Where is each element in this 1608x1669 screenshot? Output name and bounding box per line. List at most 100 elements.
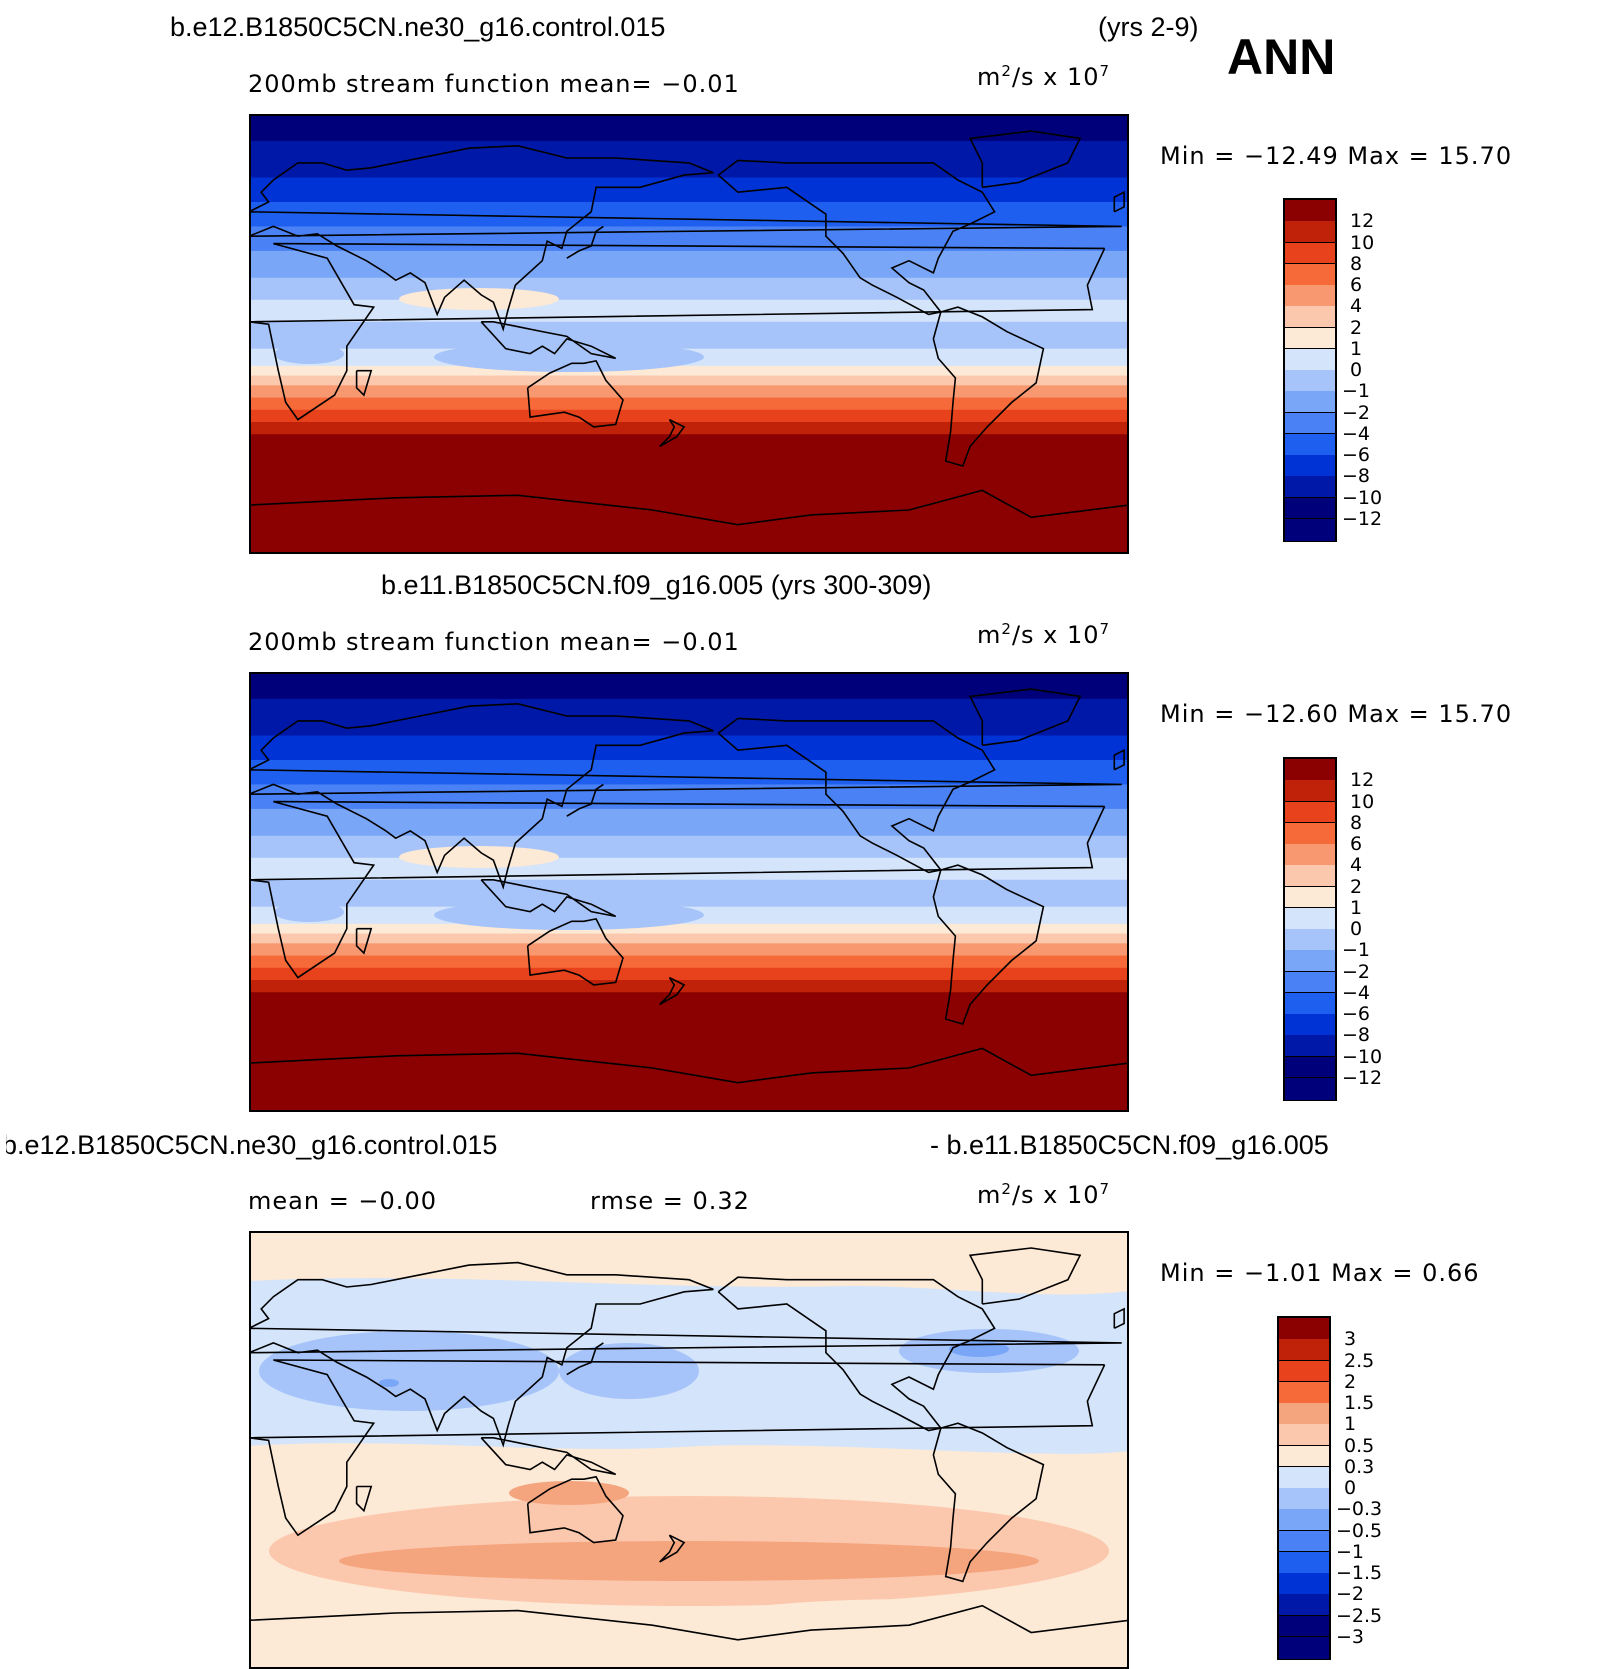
colorbar-cell: [1285, 780, 1335, 802]
colorbar-tick-label: 3: [1344, 1328, 1357, 1351]
colorbar-cell: [1285, 348, 1335, 371]
indonesia-coast: [480, 879, 617, 918]
colorbar-cell: [1285, 1056, 1335, 1079]
diff-minmax: Min = −1.01 Max = 0.66: [1160, 1259, 1480, 1287]
colorbar-cell: [1285, 497, 1335, 520]
field-band: [249, 140, 1129, 179]
colorbar-tick-label: 10: [1350, 790, 1375, 813]
colorbar-tick-label: 8: [1350, 811, 1363, 834]
panel-b-minmax: Min = −12.60 Max = 15.70: [1160, 700, 1513, 728]
colorbar-tick-label: 12: [1350, 210, 1375, 233]
panel-a-minmax: Min = −12.49 Max = 15.70: [1160, 142, 1513, 170]
colorbar-tick-label: −1: [1342, 939, 1371, 962]
colorbar-tick-label: 8: [1350, 252, 1363, 275]
field-band: [249, 992, 1129, 1112]
field-band: [249, 422, 1129, 435]
africa-coast: [249, 242, 1106, 421]
colorbar-tick-label: 0.3: [1344, 1455, 1375, 1478]
field-band: [249, 177, 1129, 203]
field-bands: [249, 114, 1129, 554]
colorbar-tick-label: 2: [1344, 1370, 1357, 1393]
australia-coast: [526, 359, 624, 428]
colorbar-cell: [1285, 950, 1335, 972]
colorbar-box: [1277, 1316, 1331, 1660]
colorbar-tick-label: 0: [1344, 1477, 1357, 1499]
colorbar-cell: [1285, 886, 1335, 909]
indonesia-coast: [480, 1437, 617, 1476]
map-frame: [249, 672, 1129, 1112]
colorbar-cell: [1285, 433, 1335, 456]
panel-a-variable-label: 200mb stream function mean= −0.01: [248, 70, 740, 98]
colorbar-cell: [1285, 992, 1335, 1015]
australia-coast: [526, 917, 624, 986]
field-band: [249, 375, 1129, 386]
colorbar-tick-label: −2: [1336, 1583, 1365, 1606]
colorbar-tick-label: 1.5: [1344, 1392, 1375, 1414]
colorbar-tick-label: −12: [1342, 507, 1383, 530]
colorbar-cell: [1279, 1381, 1329, 1404]
colorbar-tick-label: −1.5: [1336, 1562, 1383, 1584]
british-isles-coast: [1113, 1307, 1125, 1330]
africa-low-anomaly: [274, 902, 344, 922]
colorbar-cell: [1285, 242, 1335, 265]
field-band: [249, 114, 1129, 142]
diff-map: [249, 1231, 1129, 1669]
season-label: ANN: [1227, 29, 1336, 85]
field-band: [249, 808, 1129, 837]
colorbar-cell: [1285, 306, 1335, 328]
colorbar-tick-label: −4: [1342, 981, 1371, 1004]
north-america-coast: [717, 717, 996, 874]
japan-coast: [566, 783, 604, 817]
africa-low-anomaly: [274, 344, 344, 364]
colorbar-tick-label: 4: [1350, 854, 1363, 877]
colorbar-cell: [1285, 1014, 1335, 1036]
field-negative-core: [949, 1341, 1009, 1357]
british-isles-coast: [1113, 190, 1125, 213]
field-band: [249, 879, 1129, 908]
colorbar-cell: [1279, 1615, 1329, 1638]
case-a-years: (yrs 2-9): [1098, 12, 1199, 42]
field-band: [249, 967, 1129, 981]
colorbar-cell: [1279, 1573, 1329, 1595]
panel-a-map: [249, 114, 1129, 554]
colorbar-cell: [1285, 518, 1335, 541]
field-negative-cell: [559, 1343, 699, 1399]
colorbar-cell: [1279, 1403, 1329, 1425]
diff-right-title: - b.e11.B1850C5CN.f09_g16.005: [930, 1130, 1329, 1160]
colorbar-tick-label: −4: [1342, 422, 1371, 445]
colorbar-tick-label: 1: [1344, 1413, 1357, 1436]
panel-b-colorbar: 12 10 8 6 4 2 1 0 −1 −2 −4 −6 −8 −10 −12: [1283, 757, 1443, 1105]
colorbar-cell: [1285, 412, 1335, 435]
field-bands: [249, 672, 1129, 1112]
colorbar-cell: [1279, 1339, 1329, 1361]
field-band: [249, 434, 1129, 554]
greenland-coast: [968, 688, 1082, 747]
colorbar-tick-label: −2: [1342, 401, 1371, 424]
colorbar-cell: [1279, 1360, 1329, 1383]
colorbar-tick-label: −6: [1342, 444, 1371, 466]
south-america-coast: [932, 1422, 1045, 1583]
colorbar-cell: [1285, 221, 1335, 243]
colorbar-tick-label: 6: [1350, 833, 1363, 855]
colorbar-cell: [1285, 822, 1335, 845]
colorbar-cell: [1285, 370, 1335, 392]
colorbar-cell: [1285, 801, 1335, 824]
colorbar-tick-label: 0.5: [1344, 1434, 1375, 1457]
field-band: [249, 277, 1129, 301]
colorbar-tick-label: 6: [1350, 274, 1363, 296]
tropical-high-anomaly: [399, 288, 559, 310]
europe-asia-coast: [249, 1261, 1122, 1448]
field-positive-core: [509, 1481, 629, 1505]
europe-asia-coast: [249, 702, 1122, 890]
colorbar-cell: [1285, 263, 1335, 286]
colorbar-cell: [1285, 907, 1335, 930]
colorbar-cell: [1279, 1509, 1329, 1531]
panel-b-variable-label: 200mb stream function mean= −0.01: [248, 628, 740, 656]
colorbar-tick-label: −8: [1342, 465, 1371, 488]
japan-coast: [566, 225, 604, 259]
colorbar-cell: [1279, 1318, 1329, 1340]
colorbar-cell: [1279, 1594, 1329, 1616]
colorbar-tick-label: −12: [1342, 1066, 1383, 1089]
colorbar-cell: [1279, 1530, 1329, 1553]
map-frame: [249, 114, 1129, 554]
